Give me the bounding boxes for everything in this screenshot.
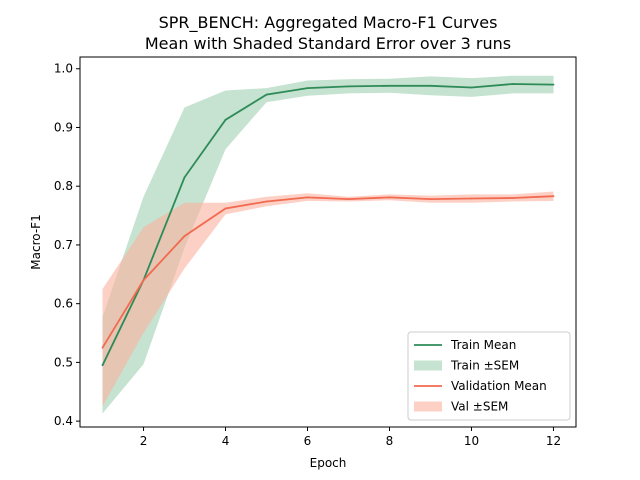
point-series-0-3 (224, 118, 227, 121)
point-series-1-5 (306, 196, 309, 199)
y-tick-label-3: 0.7 (54, 238, 73, 252)
point-series-0-7 (388, 84, 391, 87)
point-series-1-0 (101, 346, 104, 349)
point-series-1-10 (511, 197, 514, 199)
point-series-0-5 (306, 87, 309, 89)
chart-subtitle: Mean with Shaded Standard Error over 3 r… (145, 34, 511, 53)
y-tick-label-6: 1.0 (54, 62, 73, 76)
y-tick-label-2: 0.6 (54, 297, 73, 311)
y-axis-ticks: 0.4 0.5 0.6 0.7 0.8 0.9 1.0 (54, 62, 80, 428)
point-series-1-8 (429, 198, 432, 201)
x-tick-label-0: 2 (140, 434, 148, 448)
y-axis-label: Macro-F1 (29, 214, 43, 269)
point-series-1-9 (470, 197, 473, 200)
point-series-0-11 (552, 83, 555, 86)
y-tick-label-1: 0.5 (54, 355, 73, 369)
point-series-1-2 (183, 235, 186, 238)
point-series-0-10 (511, 83, 514, 85)
point-series-0-8 (429, 84, 432, 87)
plot-frame (79, 56, 577, 428)
line-series-1 (101, 195, 554, 349)
legend-label-2: Validation Mean (451, 379, 547, 393)
x-tick-label-3: 8 (386, 434, 394, 448)
legend-box (407, 331, 571, 421)
band-series-0 (102, 75, 554, 414)
legend-label-3: Val ±SEM (451, 400, 508, 414)
point-series-0-4 (265, 93, 268, 96)
line-series-0 (101, 83, 554, 366)
point-series-0-6 (347, 85, 350, 88)
sem-bands (102, 75, 554, 414)
point-series-1-11 (552, 195, 555, 198)
legend: Train Mean Train ±SEM Validation Mean Val ±… (407, 331, 571, 421)
x-tick-label-1: 4 (222, 434, 230, 448)
y-tick-label-4: 0.8 (54, 179, 73, 193)
point-series-0-9 (470, 86, 473, 89)
chart-title: SPR_BENCH: Aggregated Macro-F1 Curves (159, 13, 498, 33)
x-tick-label-5: 12 (546, 434, 561, 448)
point-series-1-6 (347, 198, 350, 201)
mean-lines (101, 83, 555, 367)
point-series-1-3 (224, 207, 227, 210)
y-tick-label-0: 0.4 (54, 414, 73, 428)
point-series-0-0 (101, 364, 104, 367)
x-axis-ticks: 2 4 6 8 10 12 (140, 427, 561, 448)
x-tick-label-4: 10 (464, 434, 479, 448)
x-tick-label-2: 6 (304, 434, 312, 448)
legend-swatch-3 (414, 401, 442, 412)
point-series-1-4 (265, 200, 268, 203)
point-series-1-7 (388, 196, 391, 199)
y-tick-label-5: 0.9 (54, 120, 73, 134)
legend-label-1: Train ±SEM (450, 359, 519, 373)
point-series-0-2 (183, 176, 186, 179)
point-series-1-1 (142, 279, 145, 282)
legend-label-0: Train Mean (450, 338, 516, 352)
x-axis-label: Epoch (310, 456, 347, 470)
legend-swatch-1 (414, 360, 442, 371)
